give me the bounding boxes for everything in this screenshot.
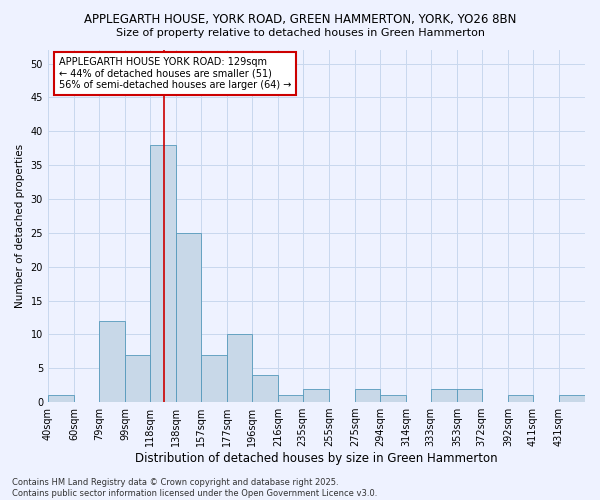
Bar xyxy=(201,354,227,402)
Text: APPLEGARTH HOUSE, YORK ROAD, GREEN HAMMERTON, YORK, YO26 8BN: APPLEGARTH HOUSE, YORK ROAD, GREEN HAMME… xyxy=(84,12,516,26)
Y-axis label: Number of detached properties: Number of detached properties xyxy=(15,144,25,308)
Bar xyxy=(431,388,457,402)
Bar xyxy=(227,334,252,402)
Bar xyxy=(303,388,329,402)
Bar xyxy=(48,396,74,402)
Bar xyxy=(252,375,278,402)
Bar xyxy=(380,396,406,402)
Bar xyxy=(457,388,482,402)
Bar xyxy=(278,396,303,402)
Bar xyxy=(559,396,585,402)
Text: APPLEGARTH HOUSE YORK ROAD: 129sqm
← 44% of detached houses are smaller (51)
56%: APPLEGARTH HOUSE YORK ROAD: 129sqm ← 44%… xyxy=(59,57,291,90)
Bar xyxy=(99,321,125,402)
Bar xyxy=(508,396,533,402)
Bar xyxy=(176,233,201,402)
X-axis label: Distribution of detached houses by size in Green Hammerton: Distribution of detached houses by size … xyxy=(135,452,498,465)
Text: Size of property relative to detached houses in Green Hammerton: Size of property relative to detached ho… xyxy=(115,28,485,38)
Bar xyxy=(125,354,150,402)
Text: Contains HM Land Registry data © Crown copyright and database right 2025.
Contai: Contains HM Land Registry data © Crown c… xyxy=(12,478,377,498)
Bar xyxy=(355,388,380,402)
Bar xyxy=(150,145,176,402)
